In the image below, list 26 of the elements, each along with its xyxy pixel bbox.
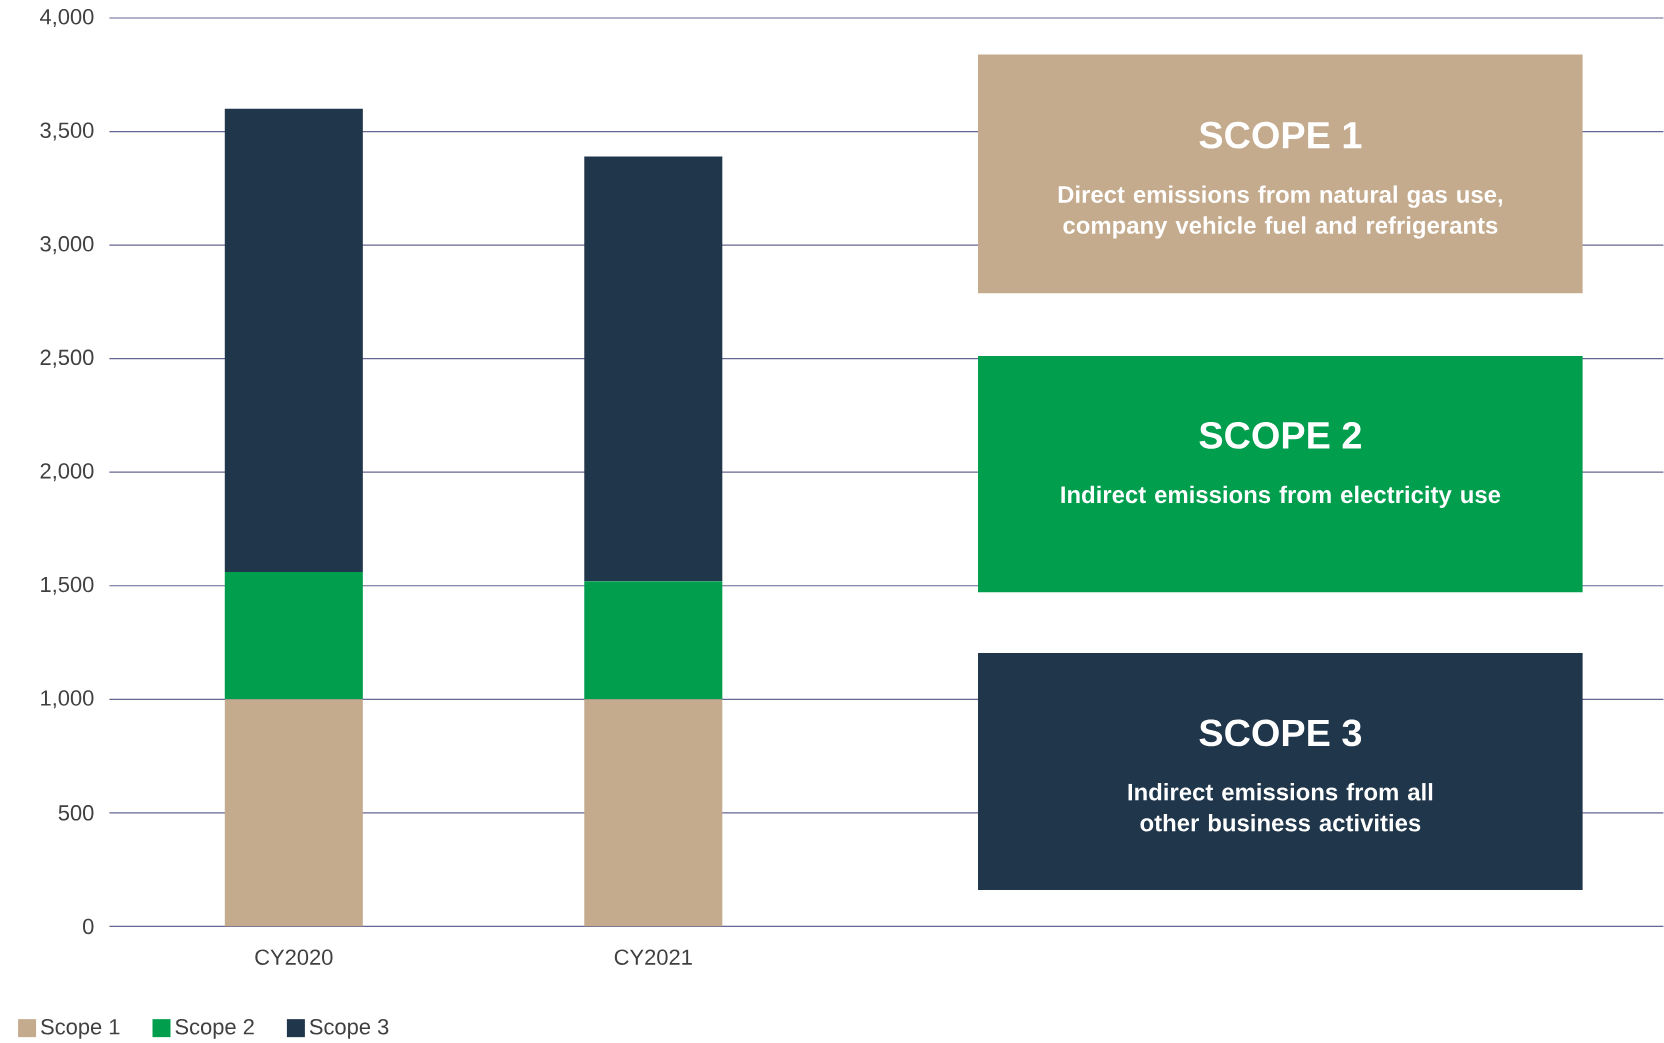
bar	[584, 581, 723, 700]
bar	[224, 572, 363, 700]
y-tick-label: 0	[83, 918, 94, 935]
bar	[584, 156, 723, 582]
text: SCOPE 2	[1199, 421, 1361, 449]
bar	[224, 108, 363, 573]
x-tick-label: CY2020	[255, 949, 333, 965]
y-tick-label: 3,000	[40, 236, 94, 255]
y-tick-label: 500	[58, 805, 94, 821]
y-tick-label: 1,500	[41, 576, 94, 595]
bar	[224, 699, 363, 927]
bar	[584, 699, 723, 927]
legend-label: Scope 2	[175, 1019, 254, 1039]
text: SCOPE 1	[1199, 121, 1362, 149]
y-tick-label: 4,000	[40, 8, 94, 28]
legend-label: Scope 1	[41, 1019, 120, 1039]
y-tick-label: 3,500	[40, 122, 94, 141]
text: Indirect emissions from electricity use	[1061, 485, 1501, 508]
y-tick-label: 2,500	[40, 349, 94, 368]
legend-label: Scope 3	[309, 1019, 389, 1039]
text: SCOPE 3	[1199, 719, 1362, 747]
text: Indirect emissions from all other business activities	[1128, 783, 1433, 832]
x-tick-label: CY2021	[614, 949, 692, 965]
text: Direct emissions from natural gas use, company vehicle fuel and refrigerants	[1058, 185, 1502, 239]
y-tick-label: 1,000	[41, 690, 94, 709]
y-tick-label: 2,000	[40, 463, 94, 482]
